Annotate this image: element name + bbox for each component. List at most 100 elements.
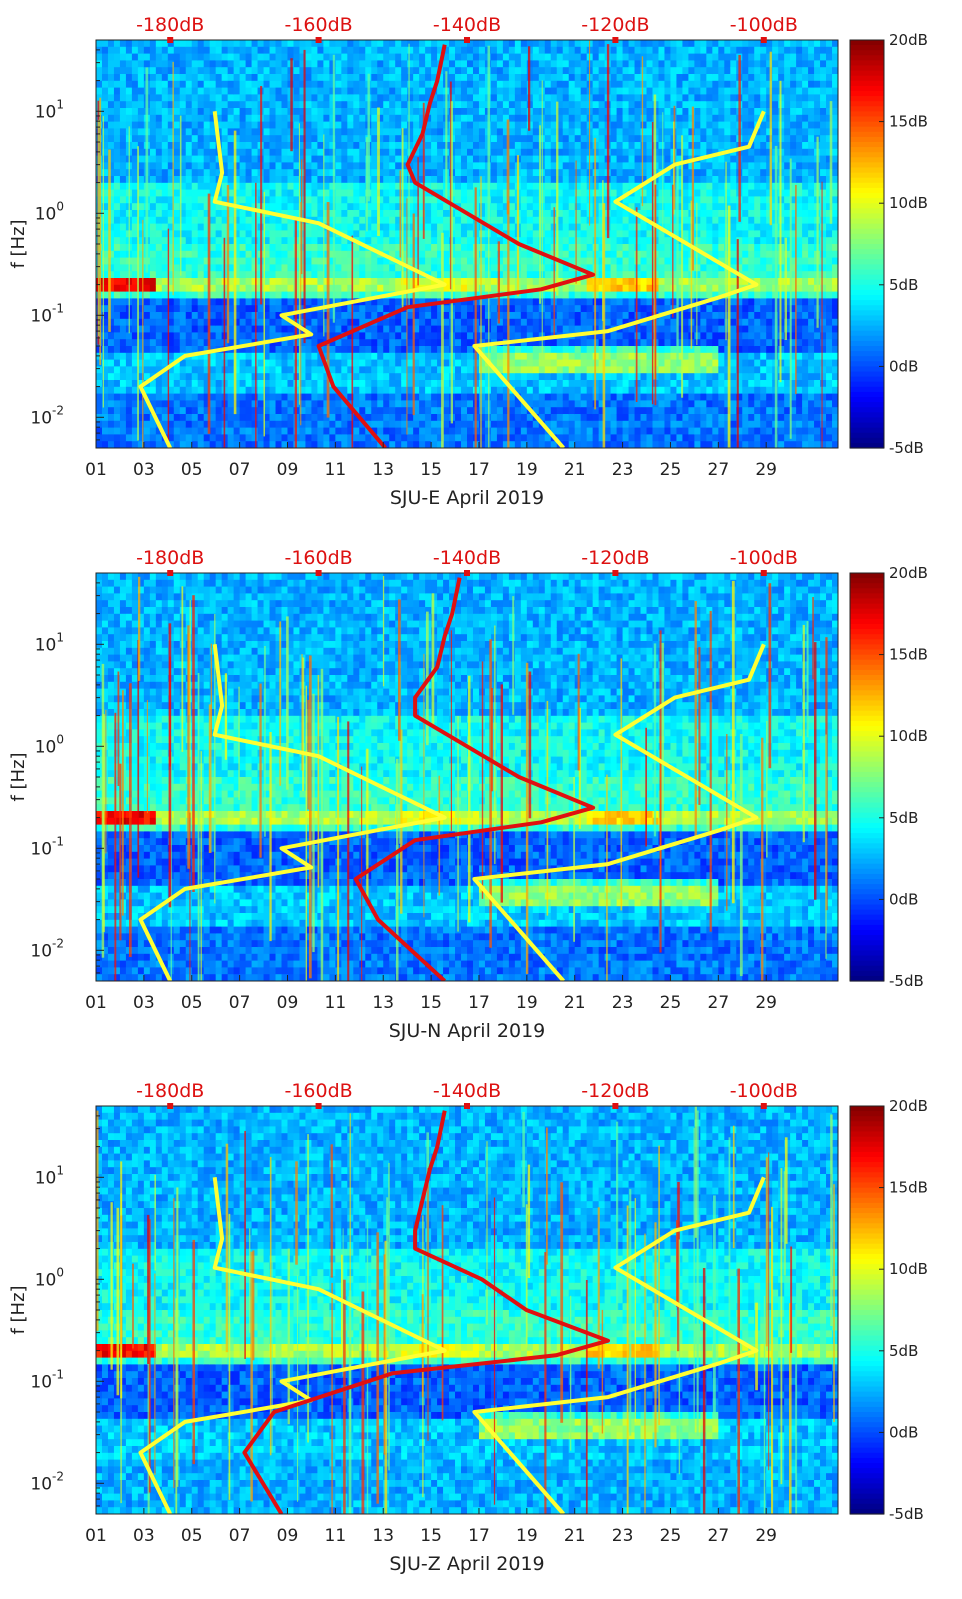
x-tick-label: 23 xyxy=(612,460,634,480)
x-tick-label: 15 xyxy=(420,1526,442,1546)
colorbar xyxy=(849,572,885,982)
top-axis-tick-label: -100dB xyxy=(730,14,798,36)
spectrogram-heatmap xyxy=(96,1106,838,1514)
colorbar-tick-label: 10dB xyxy=(889,1260,928,1278)
x-tick-label: 27 xyxy=(708,993,730,1013)
x-tick-label: 27 xyxy=(708,460,730,480)
x-tick-label: 17 xyxy=(468,993,490,1013)
y-tick-label: 100 xyxy=(35,732,64,757)
spectrogram-heatmap xyxy=(96,40,838,448)
mean-psd-line xyxy=(316,44,596,448)
x-tick-label: 09 xyxy=(277,993,299,1013)
noise-model-low-line xyxy=(472,643,766,981)
y-tick-label: 10-1 xyxy=(30,301,64,326)
chart-svg: 01 03 05 07 09 11 13 15 17 19 21 23 25 27 29 -180dB -160… xyxy=(8,547,928,1042)
colorbar-tick-label: -5dB xyxy=(889,1505,924,1523)
x-tick-label: 27 xyxy=(708,1526,730,1546)
x-tick-label: 21 xyxy=(564,460,586,480)
x-tick-label: 25 xyxy=(660,993,682,1013)
noise-model-high-line xyxy=(138,644,447,981)
top-axis-tick-label: -160dB xyxy=(284,14,352,36)
top-axis-tick-mark xyxy=(167,570,174,576)
top-axis-tick-mark xyxy=(167,1103,174,1109)
top-axis-tick-label: -140dB xyxy=(433,1080,501,1102)
top-axis-tick-label: -140dB xyxy=(433,14,501,36)
top-axis-tick-label: -160dB xyxy=(284,1080,352,1102)
x-tick-label: 01 xyxy=(85,1526,107,1546)
top-axis-tick-mark xyxy=(760,37,767,43)
panel-sju-e: 01 03 05 07 09 11 13 15 17 19 21 23 25 27 29 -180dB -160… xyxy=(0,0,962,523)
colorbar-tick-label: 5dB xyxy=(889,276,918,294)
y-tick-label: 10-2 xyxy=(30,403,64,428)
x-tick-label: 21 xyxy=(564,1526,586,1546)
y-tick-label: 10-2 xyxy=(30,1469,64,1494)
x-tick-label: 19 xyxy=(516,460,538,480)
colorbar-tick-label: 5dB xyxy=(889,1342,918,1360)
x-tick-label: 07 xyxy=(229,460,251,480)
x-axis-label: SJU-E April 2019 xyxy=(390,487,544,509)
x-tick-label: 19 xyxy=(516,993,538,1013)
y-axis-label: f [Hz] xyxy=(8,219,29,268)
x-tick-label: 17 xyxy=(468,460,490,480)
top-axis-tick-label: -180dB xyxy=(136,1080,204,1102)
chart-svg: 01 03 05 07 09 11 13 15 17 19 21 23 25 27 29 -180dB -160… xyxy=(8,1080,928,1575)
colorbar-tick-label: 20dB xyxy=(889,31,928,49)
x-tick-label: 21 xyxy=(564,993,586,1013)
panel-sju-n: 01 03 05 07 09 11 13 15 17 19 21 23 25 27 29 -180dB -160… xyxy=(0,533,962,1056)
x-tick-label: 19 xyxy=(516,1526,538,1546)
top-axis-tick-label: -100dB xyxy=(730,1080,798,1102)
y-axis-label: f [Hz] xyxy=(8,752,29,801)
x-tick-label: 05 xyxy=(181,993,203,1013)
noise-model-high-line xyxy=(138,1177,447,1514)
mean-psd-line xyxy=(242,1110,610,1514)
x-tick-label: 15 xyxy=(420,993,442,1013)
top-axis-tick-mark xyxy=(315,37,322,43)
colorbar-tick-label: 0dB xyxy=(889,1423,918,1441)
top-axis-tick-mark xyxy=(315,1103,322,1109)
colorbar-tick-label: 0dB xyxy=(889,357,918,375)
x-tick-label: 25 xyxy=(660,1526,682,1546)
top-axis-tick-mark xyxy=(760,570,767,576)
top-axis-tick-mark xyxy=(612,570,619,576)
colorbar-tick-label: -5dB xyxy=(889,439,924,457)
x-tick-label: 09 xyxy=(277,1526,299,1546)
colorbar xyxy=(849,39,885,449)
y-tick-label: 10-1 xyxy=(30,1367,64,1392)
x-tick-label: 13 xyxy=(372,460,394,480)
top-axis-tick-label: -120dB xyxy=(581,547,649,569)
top-axis-tick-mark xyxy=(315,570,322,576)
y-tick-label: 100 xyxy=(35,199,64,224)
x-tick-label: 29 xyxy=(755,993,777,1013)
x-tick-label: 01 xyxy=(85,993,107,1013)
x-tick-label: 05 xyxy=(181,1526,203,1546)
colorbar-tick-label: 5dB xyxy=(889,809,918,827)
colorbar xyxy=(849,1105,885,1515)
top-axis-tick-label: -140dB xyxy=(433,547,501,569)
y-tick-label: 10-1 xyxy=(30,834,64,859)
y-tick-label: 100 xyxy=(35,1265,64,1290)
spectrogram-heatmap xyxy=(96,573,838,981)
x-tick-label: 23 xyxy=(612,993,634,1013)
x-tick-label: 11 xyxy=(325,1526,347,1546)
noise-model-high-line xyxy=(138,111,447,448)
colorbar-tick-label: 0dB xyxy=(889,890,918,908)
x-tick-label: 03 xyxy=(133,1526,155,1546)
x-axis-label: SJU-N April 2019 xyxy=(389,1020,546,1042)
top-axis-tick-label: -100dB xyxy=(730,547,798,569)
colorbar-tick-label: -5dB xyxy=(889,972,924,990)
colorbar-tick-label: 15dB xyxy=(889,1179,928,1197)
x-tick-label: 11 xyxy=(325,460,347,480)
panel-sju-z: 01 03 05 07 09 11 13 15 17 19 21 23 25 27 29 -180dB -160… xyxy=(0,1066,962,1589)
noise-model-low-line xyxy=(472,110,766,448)
y-tick-label: 101 xyxy=(35,1163,64,1188)
y-tick-label: 101 xyxy=(35,630,64,655)
top-axis-tick-label: -180dB xyxy=(136,14,204,36)
colorbar-tick-label: 10dB xyxy=(889,194,928,212)
x-tick-label: 09 xyxy=(277,460,299,480)
x-tick-label: 07 xyxy=(229,993,251,1013)
x-tick-label: 05 xyxy=(181,460,203,480)
top-axis-tick-label: -120dB xyxy=(581,1080,649,1102)
colorbar-tick-label: 15dB xyxy=(889,113,928,131)
x-tick-label: 29 xyxy=(755,1526,777,1546)
top-axis-tick-mark xyxy=(464,37,470,43)
